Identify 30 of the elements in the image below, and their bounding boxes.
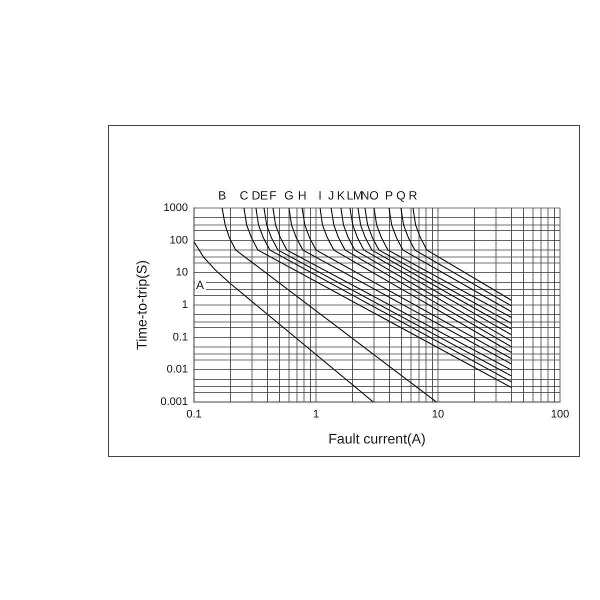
series-label: K [336,188,345,202]
y-tick-label: 0.01 [166,364,188,376]
series-label: D [252,188,261,202]
series-label: L [346,188,354,202]
series-label: G [284,188,294,202]
x-tick-label: 1 [312,408,320,421]
y-axis-title: Time-to-trip(S) [133,260,150,350]
y-tick-label: 1000 [164,202,188,214]
series-label: M [353,188,364,202]
series-label: B [218,188,226,202]
y-tick-label: 1 [182,299,188,312]
y-tick-label: 0.001 [160,396,188,408]
series-label: F [269,188,277,202]
series-label: I [318,188,322,202]
x-axis-title: Fault current(A) [328,430,426,446]
series-label: C [240,188,249,202]
series-label: A [196,278,204,292]
x-tick-label: 0.1 [186,408,202,421]
x-tick-label: 10 [432,408,444,421]
series-label: P [385,188,394,202]
series-label: E [260,188,268,202]
y-tick-label: 0.1 [172,331,188,344]
x-tick-label: 100 [550,408,570,421]
series-label: Q [396,188,406,202]
series-label: O [369,188,379,202]
y-tick-label: 10 [176,266,188,279]
series-label: H [298,188,306,202]
series-label: J [328,188,334,202]
series-label: R [408,188,418,202]
y-tick-label: 100 [170,234,188,246]
